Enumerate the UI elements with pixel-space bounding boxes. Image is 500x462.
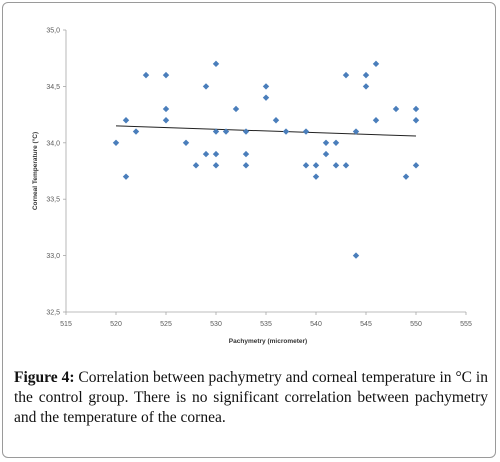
scatter-chart: 32,5 33,0 33,5 34,0 34,5 35,0 515 520 525 530 535… xyxy=(31,28,472,346)
data-point xyxy=(242,162,250,169)
data-point xyxy=(202,83,210,90)
data-point xyxy=(332,162,340,169)
x-tick-label: 555 xyxy=(460,321,472,328)
data-point xyxy=(322,150,330,158)
data-point xyxy=(142,71,150,79)
data-point xyxy=(212,60,220,68)
y-tick-label: 33,5 xyxy=(46,197,60,204)
x-tick-label: 515 xyxy=(60,321,72,328)
data-point xyxy=(112,139,120,146)
data-point xyxy=(272,117,280,124)
data-point xyxy=(242,128,250,135)
data-point xyxy=(262,94,270,101)
data-point xyxy=(302,128,310,135)
data-point xyxy=(342,162,350,169)
data-point xyxy=(182,139,190,146)
data-point xyxy=(412,162,420,169)
data-point xyxy=(212,150,220,158)
x-axis-title: Pachymetry (micrometer) xyxy=(229,338,307,345)
data-point xyxy=(162,105,170,113)
x-ticks: 515 520 525 530 535 540 545 550 555 xyxy=(60,312,472,328)
data-point xyxy=(262,83,270,90)
data-point xyxy=(412,105,420,113)
x-tick-label: 535 xyxy=(260,321,272,328)
figure-caption: Figure 4: Correlation between pachymetry… xyxy=(14,368,488,428)
x-tick-label: 540 xyxy=(310,321,322,328)
y-axis-title: Corneal Temperature (°C) xyxy=(31,132,39,210)
data-point xyxy=(122,173,130,180)
y-tick-label: 32,5 xyxy=(46,310,60,317)
data-point xyxy=(352,252,360,259)
axes xyxy=(65,30,466,313)
data-point xyxy=(402,173,410,180)
data-point xyxy=(232,105,240,113)
data-point xyxy=(122,117,130,124)
trendline xyxy=(115,125,417,137)
y-tick-label: 34,0 xyxy=(46,140,60,147)
data-point xyxy=(312,173,320,180)
data-point xyxy=(222,128,230,135)
data-point xyxy=(302,162,310,169)
data-point xyxy=(372,60,380,68)
data-point xyxy=(202,150,210,158)
data-point xyxy=(392,105,400,113)
y-tick-label: 34,5 xyxy=(46,84,60,91)
figure-label: Figure 4: xyxy=(14,369,75,386)
caption-text: Correlation between pachymetry and corne… xyxy=(14,369,488,426)
points-layer xyxy=(112,60,420,259)
data-point xyxy=(352,128,360,135)
data-point xyxy=(322,139,330,146)
data-point xyxy=(162,71,170,79)
x-tick-label: 545 xyxy=(360,321,372,328)
data-point xyxy=(342,71,350,79)
data-point xyxy=(282,128,290,135)
y-ticks: 32,5 33,0 33,5 34,0 34,5 35,0 xyxy=(46,28,66,317)
data-point xyxy=(132,128,140,135)
data-point xyxy=(242,150,250,158)
y-tick-label: 35,0 xyxy=(46,28,60,35)
data-point xyxy=(212,162,220,169)
x-tick-label: 520 xyxy=(110,321,122,328)
figure-frame xyxy=(2,2,496,458)
data-point xyxy=(372,117,380,124)
y-tick-label: 33,0 xyxy=(46,253,60,260)
x-tick-label: 550 xyxy=(410,321,422,328)
data-point xyxy=(162,117,170,124)
x-tick-label: 525 xyxy=(160,321,172,328)
trendline-layer xyxy=(115,125,417,137)
data-point xyxy=(362,83,370,90)
data-point xyxy=(212,128,220,135)
data-point xyxy=(362,71,370,79)
data-point xyxy=(332,139,340,146)
data-point xyxy=(412,117,420,124)
x-tick-label: 530 xyxy=(210,321,222,328)
data-point xyxy=(192,162,200,169)
data-point xyxy=(312,162,320,169)
